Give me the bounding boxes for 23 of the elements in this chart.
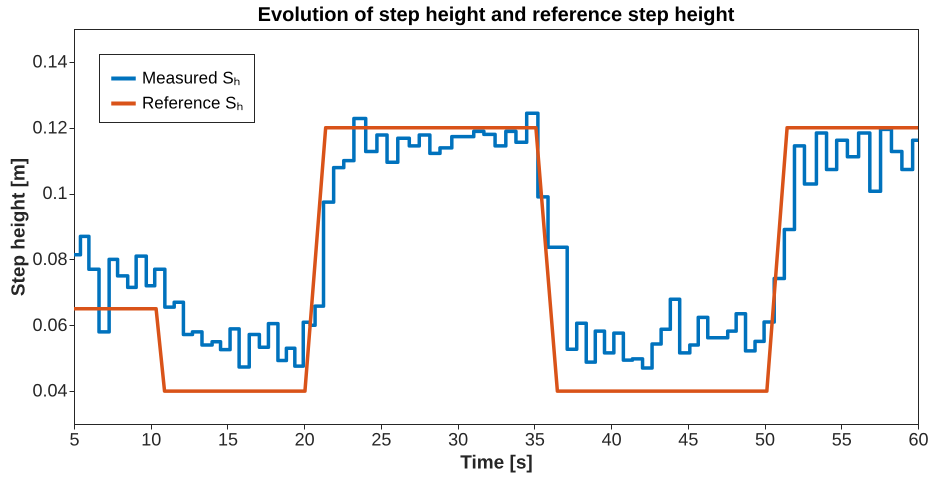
x-tick-label: 30 — [448, 430, 468, 450]
y-axis-title: Step height [m] — [8, 158, 30, 296]
legend-label: Measured Sₕ — [142, 68, 241, 88]
x-tick-label: 25 — [371, 430, 392, 450]
x-tick-label: 20 — [294, 430, 315, 450]
chart-title: Evolution of step height and reference step height — [258, 4, 735, 26]
x-tick-label: 45 — [678, 430, 698, 450]
y-tick-label: 0.04 — [32, 380, 68, 401]
x-tick-label: 50 — [755, 430, 776, 450]
y-tick-label: 0.1 — [42, 183, 68, 204]
legend-label: Reference Sₕ — [142, 94, 244, 112]
x-tick-label: 10 — [141, 430, 162, 450]
y-tick-label: 0.06 — [32, 314, 68, 335]
y-tick-label: 0.12 — [32, 117, 68, 138]
x-tick-label: 40 — [602, 430, 622, 450]
x-tick-label: 15 — [218, 430, 238, 450]
x-tick-label: 60 — [908, 430, 929, 450]
x-axis-title: Time [s] — [460, 452, 533, 474]
y-tick-label: 0.08 — [32, 248, 68, 269]
x-tick-label: 5 — [69, 430, 80, 450]
x-tick-label: 55 — [832, 430, 852, 450]
y-tick-label: 0.14 — [32, 51, 68, 72]
x-tick-label: 35 — [524, 430, 545, 450]
